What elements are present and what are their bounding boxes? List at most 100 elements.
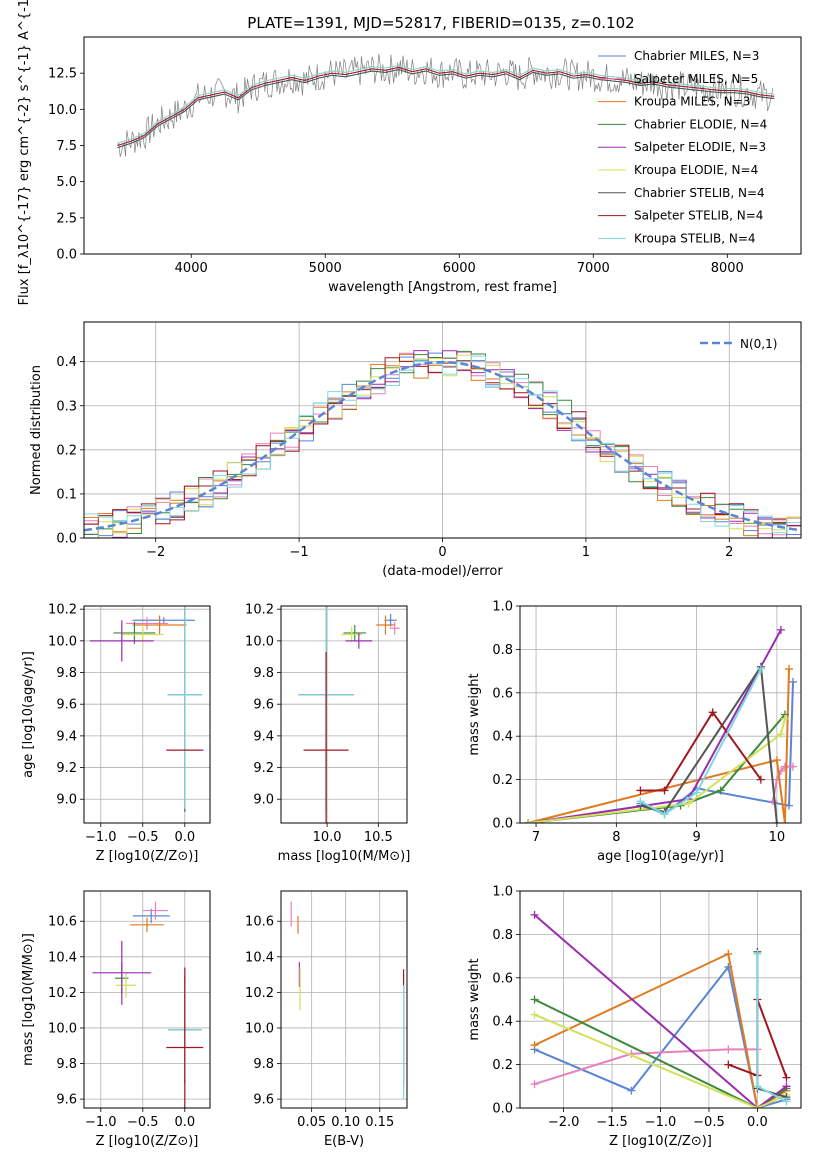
axes-mass_vs_ebv: 0.05 0.10 0.15 9.6 9.8 10.0 10.2 10.4 10.6 E(B-V) bbox=[245, 890, 408, 1149]
x-tick-label: 6000 bbox=[443, 261, 476, 276]
legend-label: Chabrier ELODIE, N=4 bbox=[634, 117, 767, 131]
x-tick-label: 10.0 bbox=[313, 830, 342, 845]
x-axis-label: Z [log10(Z/Z⊙)] bbox=[96, 1134, 199, 1149]
x-tick-label: −0.5 bbox=[127, 830, 159, 845]
x-tick-label: −1.0 bbox=[645, 1115, 677, 1130]
x-axis-label: wavelength [Angstrom, rest frame] bbox=[328, 280, 557, 295]
y-axis-label: age [log10(age/yr)] bbox=[21, 651, 36, 778]
y-tick-label: 9.6 bbox=[253, 1093, 274, 1108]
weight-marker bbox=[684, 799, 693, 808]
x-tick-label: −2.0 bbox=[548, 1115, 580, 1130]
weight-lines bbox=[530, 910, 791, 1108]
y-tick-label: 0.2 bbox=[492, 773, 513, 788]
weight-marker bbox=[782, 1082, 791, 1091]
y-tick-label: 9.0 bbox=[253, 793, 274, 808]
spectrum-lines bbox=[117, 53, 775, 157]
weight-marker bbox=[772, 756, 781, 765]
errorbar bbox=[376, 615, 395, 635]
errorbar bbox=[126, 617, 168, 630]
y-tick-label: 10.0 bbox=[245, 1021, 274, 1036]
y-tick-label: 0.3 bbox=[56, 399, 77, 414]
weight-lines bbox=[524, 625, 797, 823]
x-tick-label: 2 bbox=[725, 545, 733, 560]
weight-marker bbox=[788, 677, 797, 686]
legend-label: Chabrier MILES, N=3 bbox=[634, 49, 759, 63]
y-tick-label: 9.8 bbox=[56, 1057, 77, 1072]
y-tick-label: 10.2 bbox=[48, 986, 77, 1001]
axes-weight_vs_Z: −2.0 −1.5 −1.0 −0.5 0.0 0.0 0.2 0.4 0.6 0.8 1.0 Z [… bbox=[467, 885, 802, 1149]
errorbar bbox=[89, 620, 154, 662]
y-tick-label: 9.2 bbox=[253, 761, 274, 776]
x-tick-label: 5000 bbox=[309, 261, 342, 276]
model-line bbox=[117, 66, 775, 146]
y-tick-label: 0.0 bbox=[56, 532, 77, 547]
errorbars bbox=[290, 901, 405, 1100]
y-tick-label: 9.8 bbox=[56, 666, 77, 681]
x-tick-label: 0.0 bbox=[747, 1115, 768, 1130]
spectrum-title: PLATE=1391, MJD=52817, FIBERID=0135, z=0… bbox=[247, 14, 634, 32]
model-line bbox=[117, 64, 775, 144]
y-tick-label: 10.0 bbox=[48, 1021, 77, 1036]
y-tick-label: 0.0 bbox=[56, 248, 77, 263]
y-axis-label: Flux [f_λ10^{-17} erg cm^{-2} s^{-1} A^{… bbox=[17, 0, 32, 305]
weight-marker bbox=[524, 819, 533, 823]
weight-marker bbox=[784, 664, 793, 673]
gridlines bbox=[281, 891, 407, 1108]
y-tick-label: 1.0 bbox=[492, 885, 513, 900]
axes-spectrum: 4000 5000 6000 7000 8000 0.0 2.5 5.0 7.5 10.0 12.5… bbox=[17, 0, 802, 305]
legend-label: Kroupa MILES, N=3 bbox=[634, 95, 750, 109]
x-tick-label: −1.0 bbox=[85, 830, 117, 845]
y-tick-label: 9.0 bbox=[56, 793, 77, 808]
weight-marker bbox=[636, 797, 645, 806]
weight-marker bbox=[756, 775, 765, 784]
y-tick-label: 7.5 bbox=[56, 139, 77, 154]
weight-line bbox=[527, 629, 782, 823]
y-tick-label: 0.0 bbox=[492, 817, 513, 832]
weight-marker bbox=[782, 1097, 791, 1106]
weight-marker bbox=[660, 786, 669, 795]
axes-frame bbox=[83, 321, 802, 539]
legend-label: Kroupa STELIB, N=4 bbox=[634, 231, 756, 245]
weight-marker bbox=[776, 625, 785, 634]
y-tick-label: 0.4 bbox=[56, 355, 77, 370]
legend-label: Salpeter STELIB, N=4 bbox=[634, 209, 763, 223]
x-tick-label: 0 bbox=[438, 545, 446, 560]
y-tick-label: 9.8 bbox=[253, 666, 274, 681]
y-tick-label: 0.6 bbox=[492, 686, 513, 701]
weight-marker bbox=[530, 1041, 539, 1050]
weight-marker bbox=[782, 1073, 791, 1082]
y-tick-label: 0.8 bbox=[492, 643, 513, 658]
weight-line bbox=[640, 710, 762, 792]
x-tick-label: 9 bbox=[692, 830, 700, 845]
weight-line bbox=[527, 718, 786, 823]
weight-marker bbox=[724, 949, 733, 958]
x-tick-label: 7000 bbox=[577, 261, 610, 276]
y-tick-label: 10.0 bbox=[48, 634, 77, 649]
y-tick-label: 9.4 bbox=[253, 729, 274, 744]
axes-frame bbox=[519, 890, 802, 1109]
y-tick-label: 10.2 bbox=[245, 986, 274, 1001]
y-axis-label: mass weight bbox=[467, 958, 482, 1040]
weight-marker bbox=[780, 714, 789, 723]
axes-frame bbox=[83, 36, 802, 255]
y-tick-label: 2.5 bbox=[56, 211, 77, 226]
weight-marker bbox=[780, 819, 789, 823]
weight-marker bbox=[636, 786, 645, 795]
x-axis-label: E(B-V) bbox=[324, 1134, 364, 1149]
data-spectrum-line bbox=[117, 53, 774, 157]
weight-marker bbox=[772, 819, 781, 823]
errorbar bbox=[389, 621, 400, 635]
x-axis-label: mass [log10(M/M⊙)] bbox=[278, 849, 411, 864]
axes-age_vs_Z: −1.0 −0.5 0.0 9.0 9.2 9.4 9.6 9.8 10.0 10.2 Z [log… bbox=[21, 603, 211, 864]
errorbar bbox=[130, 917, 164, 932]
y-tick-label: 0.4 bbox=[492, 1015, 513, 1030]
x-tick-label: 8000 bbox=[711, 261, 744, 276]
axes-frame bbox=[83, 605, 211, 824]
weight-marker bbox=[716, 786, 725, 795]
x-tick-label: −1 bbox=[290, 545, 309, 560]
errorbar bbox=[303, 651, 349, 823]
axes-residuals: −2 −1 0 1 2 0.0 0.1 0.2 0.3 0.4 (data-model)/error… bbox=[29, 321, 802, 579]
weight-marker bbox=[753, 1104, 762, 1108]
weight-marker bbox=[756, 664, 765, 673]
